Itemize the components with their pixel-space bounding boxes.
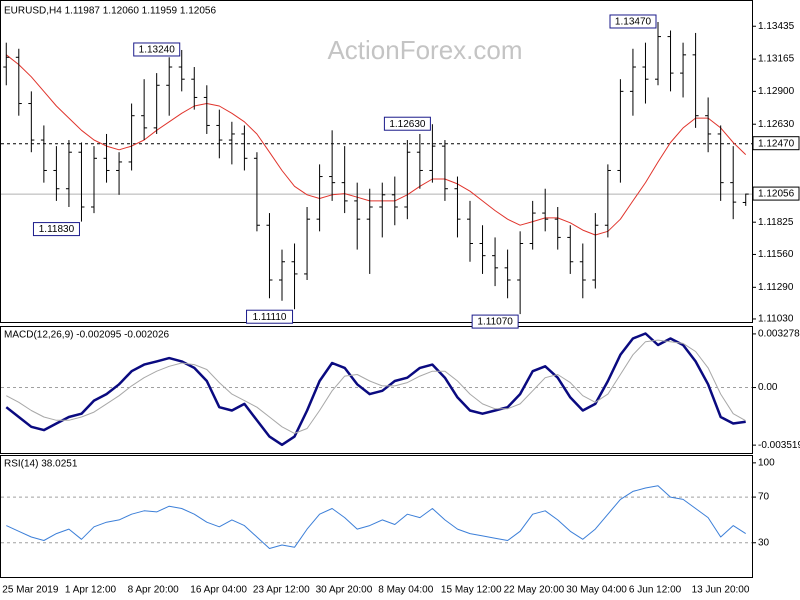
- y-tick-label: 1.13435: [758, 21, 795, 32]
- y-tick-label: 1.11560: [758, 249, 794, 260]
- annotation-label: 1.12630: [389, 119, 426, 130]
- level-box: [752, 136, 800, 151]
- y-tick-label: 1.12900: [758, 86, 795, 97]
- price-panel: [0, 0, 753, 323]
- rsi-panel: [0, 455, 753, 578]
- annotation-label: 1.13240: [139, 45, 176, 56]
- x-tick-label: 16 Apr 04:00: [190, 585, 247, 596]
- series-line: [6, 485, 746, 549]
- annotation-box: [609, 14, 657, 29]
- level-label: 1.12470: [758, 138, 795, 149]
- panel-title: MACD(12,26,9) -0.002095 -0.002026: [4, 330, 170, 341]
- x-tick-label: 6 Jun 12:00: [629, 585, 682, 596]
- y-tick-label: 1.11030: [758, 314, 794, 325]
- last-price-box: [752, 186, 800, 201]
- annotation-box: [32, 222, 80, 237]
- annotation-label: 1.11110: [253, 312, 287, 323]
- x-tick-label: 13 Jun 20:00: [692, 585, 750, 596]
- annotation-box: [383, 116, 431, 131]
- annotation-box: [133, 42, 181, 57]
- last-price-label: 1.12056: [758, 189, 795, 200]
- y-tick-label: 1.13165: [758, 54, 795, 65]
- annotation-label: 1.13470: [615, 17, 652, 28]
- x-tick-label: 8 Apr 20:00: [128, 585, 180, 596]
- panel-title: EURUSD,H4 1.11987 1.12060 1.11959 1.1205…: [4, 6, 216, 17]
- watermark: ActionForex.com: [327, 35, 522, 65]
- x-tick-label: 30 May 04:00: [566, 585, 627, 596]
- annotation-label: 1.11830: [39, 224, 75, 235]
- y-tick-label: 0.003278: [758, 329, 800, 340]
- x-tick-label: 1 Apr 12:00: [65, 585, 117, 596]
- x-tick-label: 30 Apr 20:00: [316, 585, 373, 596]
- x-tick-label: 8 May 04:00: [378, 585, 433, 596]
- macd-panel: [0, 326, 753, 454]
- y-tick-label: 1.11825: [758, 217, 794, 228]
- y-tick-label: 30: [758, 537, 770, 548]
- y-tick-label: 1.12630: [758, 119, 795, 130]
- annotation-box: [471, 314, 519, 329]
- series-line: [5, 54, 747, 236]
- x-tick-label: 23 Apr 12:00: [253, 585, 310, 596]
- annotation-label: 1.11070: [477, 317, 513, 328]
- x-tick-label: 22 May 20:00: [504, 585, 565, 596]
- y-tick-label: 100: [758, 457, 775, 468]
- panel-title: RSI(14) 38.0251: [4, 459, 78, 470]
- x-tick-label: 15 May 12:00: [441, 585, 502, 596]
- series-line: [6, 339, 746, 434]
- y-tick-label: -0.003519: [758, 440, 800, 451]
- series-line: [5, 332, 746, 447]
- y-tick-label: 1.11290: [758, 282, 794, 293]
- x-tick-label: 25 Mar 2019: [2, 585, 59, 596]
- annotation-box: [246, 309, 294, 324]
- y-tick-label: 70: [758, 492, 770, 503]
- y-tick-label: 0.00: [758, 382, 778, 393]
